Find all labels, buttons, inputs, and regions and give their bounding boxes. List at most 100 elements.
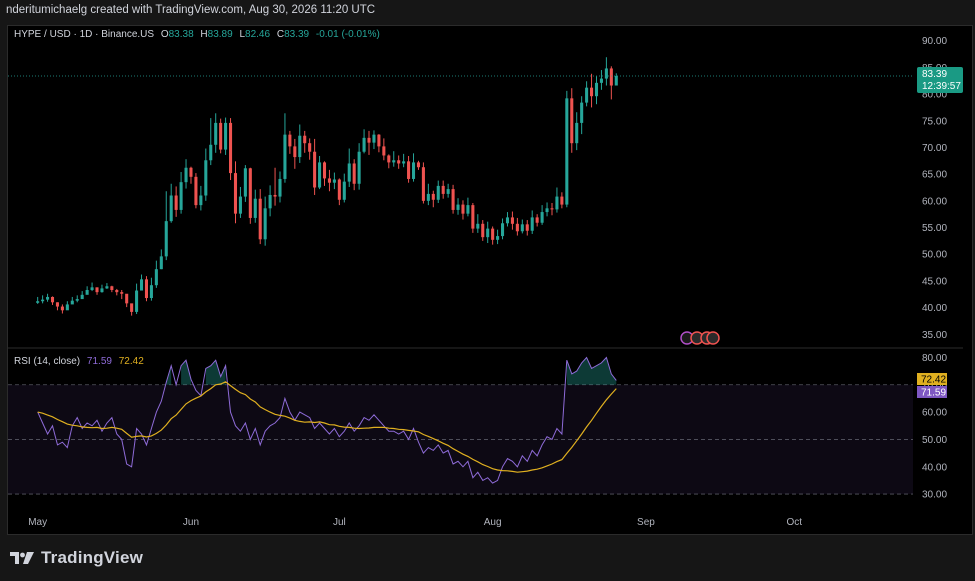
rsi-tick-label: 50.00	[922, 435, 947, 446]
candle-body	[387, 155, 391, 163]
price-tick-label: 45.00	[922, 276, 947, 287]
candle-body	[347, 163, 351, 182]
chart-frame[interactable]	[7, 25, 973, 535]
candle	[416, 160, 420, 170]
candle-body	[50, 296, 55, 303]
candle-body	[253, 198, 257, 218]
candle-body	[510, 217, 514, 224]
candle	[555, 187, 559, 213]
candle-body	[125, 293, 129, 304]
candle	[248, 167, 252, 224]
rsi-overbought-fill	[205, 360, 226, 385]
candle-body	[85, 290, 89, 295]
event-markers[interactable]	[680, 331, 720, 345]
candle	[80, 291, 84, 300]
candle-body	[184, 167, 188, 183]
rsi-ma-tag-label: 72.42	[921, 375, 946, 386]
candle	[387, 154, 391, 169]
candles	[8, 57, 913, 316]
rsi-tick-label: 60.00	[922, 408, 947, 419]
candle-body	[199, 195, 203, 206]
candle-body	[75, 299, 79, 301]
candle-body	[164, 221, 168, 257]
time-tick-label: Jun	[183, 517, 199, 528]
rsi-value-tags: 72.42 71.59	[917, 373, 947, 399]
candle	[456, 198, 460, 215]
time-tick-label: Oct	[787, 517, 803, 528]
candle	[159, 249, 163, 270]
candle	[327, 169, 331, 192]
candle-body	[451, 189, 455, 210]
candle-body	[46, 296, 50, 300]
candle	[446, 183, 450, 198]
candle-body	[283, 134, 287, 179]
candle	[407, 156, 411, 183]
symbol-legend[interactable]: HYPE / USD · 1D · Binance.US O83.38 H83.…	[14, 29, 380, 40]
time-tick-label: Aug	[484, 517, 502, 528]
candle-body	[515, 223, 519, 232]
candle	[481, 220, 485, 241]
price-tick-label: 65.00	[922, 170, 947, 181]
rsi-tag-label: 71.59	[921, 388, 946, 399]
candle	[224, 117, 228, 155]
candle	[105, 283, 109, 289]
rsi-legend-value: 71.59	[87, 356, 112, 367]
rsi-overbought-fill	[181, 360, 191, 385]
candle	[505, 212, 510, 227]
candle-body	[322, 162, 327, 179]
candle-body	[565, 98, 569, 205]
candle	[332, 172, 336, 190]
candle-body	[545, 208, 549, 213]
candle-body	[486, 228, 490, 238]
candle-body	[337, 179, 341, 200]
time-tick-label: May	[28, 517, 47, 528]
rsi-legend[interactable]: RSI (14, close) 71.59 72.42	[14, 356, 144, 367]
price-tick-label: 55.00	[922, 223, 947, 234]
candle	[318, 156, 322, 190]
candle	[604, 57, 608, 86]
last-price-label: 83.39	[922, 69, 947, 80]
candle-body	[431, 193, 435, 200]
candle-body	[224, 122, 228, 150]
candle-body	[377, 134, 381, 147]
rsi-overbought-fill	[566, 357, 617, 385]
candle	[441, 180, 445, 199]
candle-body	[402, 161, 406, 164]
candle-body	[585, 87, 589, 103]
candle	[60, 304, 64, 314]
tradingview-watermark[interactable]: TradingView	[9, 547, 143, 569]
candle	[530, 210, 534, 234]
candle	[209, 118, 213, 166]
flag-icon	[706, 331, 720, 345]
candle	[426, 183, 430, 206]
candle	[357, 143, 361, 190]
candle-body	[179, 182, 183, 210]
candle	[46, 293, 50, 302]
price-tick-label: 40.00	[922, 303, 947, 314]
candle	[352, 159, 356, 191]
candle-body	[65, 304, 69, 311]
candle	[135, 283, 139, 315]
time-tick-label: Jul	[333, 517, 346, 528]
candle-body	[273, 194, 277, 197]
candle-body	[60, 306, 64, 311]
candle-body	[288, 134, 292, 147]
candle	[219, 118, 223, 154]
candle	[322, 161, 327, 186]
candle-body	[327, 178, 331, 183]
candle-body	[209, 144, 213, 161]
candle	[540, 205, 544, 225]
candle	[585, 81, 589, 107]
candle-body	[100, 288, 104, 293]
candle-body	[367, 137, 371, 143]
candle	[149, 277, 153, 301]
rsi-tick-label: 70.00	[922, 380, 947, 391]
candle	[233, 161, 238, 224]
candle-body	[421, 167, 425, 201]
candle	[520, 219, 524, 234]
rsi-bands	[8, 384, 913, 495]
candle	[580, 96, 584, 135]
countdown-label: 12:39:57	[922, 81, 961, 92]
candle-body	[332, 179, 336, 183]
